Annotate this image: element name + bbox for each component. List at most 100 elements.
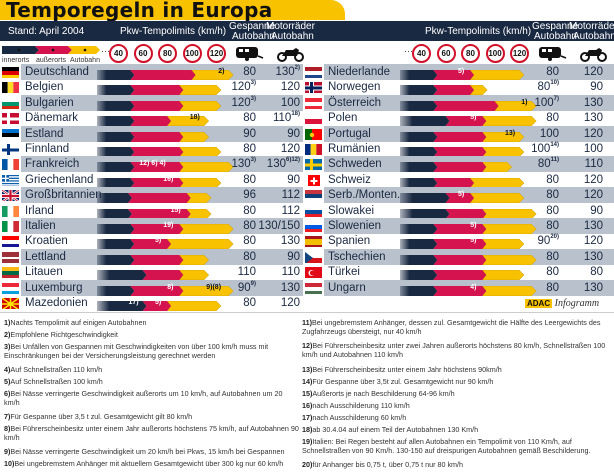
- footnote: 13) Bei Führerscheinbesitz unter einem J…: [302, 365, 610, 374]
- bar-segment-innerorts: [400, 270, 438, 281]
- bar-segment-ausserorts: [130, 285, 184, 296]
- bar-segment-ausserorts: [433, 239, 487, 250]
- country-name: Frankreich: [25, 158, 80, 171]
- bar-container: [400, 252, 539, 266]
- bar-segment-ausserorts: [130, 70, 196, 80]
- speed-bar: [400, 131, 525, 142]
- flag-gb-icon: [2, 189, 19, 202]
- gespanne-value: 1007): [534, 95, 559, 109]
- speed-sign-60: 60: [436, 44, 456, 63]
- title-bar: Temporegeln in Europa: [0, 0, 345, 22]
- bar-container: 2): [97, 67, 236, 81]
- footnote-text: Für Gespanne über 3,5t zul. Gesamtgewich…: [312, 377, 494, 386]
- caravan-icon: [236, 47, 264, 61]
- footnote-number: 5): [4, 377, 11, 386]
- bar-segment-ausserorts: [130, 131, 184, 142]
- gespanne-value: 80: [546, 250, 559, 263]
- bar-segment-innerorts: [97, 301, 147, 311]
- footnote-number: 11): [302, 318, 312, 327]
- flag-dk-icon: [2, 113, 19, 125]
- bar-container: 17) 5): [97, 298, 224, 312]
- footnote-number: 15): [302, 389, 313, 398]
- gespanne-value: 80: [546, 173, 559, 186]
- footnote: 2) Empfohlene Richtgeschwindigkeit: [4, 330, 300, 339]
- country-name: Großbritannien: [25, 189, 102, 202]
- speed-bar: [400, 162, 513, 173]
- pkw-header-left: Pkw-Tempolimits (km/h): [120, 26, 227, 37]
- speed-bar: [97, 177, 222, 189]
- speed-bar: [400, 100, 537, 112]
- bar-segment-innerorts: [97, 224, 135, 234]
- flag-no-icon: [305, 82, 322, 94]
- table-row: Slowenien 5) 80 130: [303, 218, 614, 235]
- flag-lv-icon: [2, 251, 19, 263]
- flag: [2, 158, 19, 171]
- footnote: 4) Auf Schnellstraßen 110 km/h: [4, 365, 300, 374]
- flag-be-icon: [2, 82, 19, 94]
- country-name: Bulgarien: [25, 96, 74, 109]
- flag: [305, 205, 322, 217]
- footnote-text: Bei Führerscheinbesitz unter einem Jahr …: [312, 365, 502, 374]
- bar-segment-innerorts: [97, 177, 135, 188]
- legend-autobahn: Autobahn: [70, 57, 100, 64]
- table-row: Griechenland 16) 80 90: [0, 172, 303, 189]
- bar-note-ausserorts: 5): [470, 222, 477, 229]
- flag: [305, 251, 322, 263]
- bar-container: [400, 267, 527, 281]
- gespanne-value: 80: [243, 220, 256, 232]
- bar-segment-ausserorts: [433, 162, 487, 173]
- bar-segment-ausserorts: [127, 193, 191, 204]
- bar-segment-ausserorts: [130, 85, 184, 96]
- footnote: 20) für Anhanger bis 0,75 t, über 0,75 t…: [302, 460, 610, 469]
- country-name: Italien: [25, 220, 56, 232]
- footnote-text: ab 30.4.04 auf einem Teil der Autobahnen…: [312, 425, 479, 434]
- gespanne-header-right-2: Autobahn: [534, 31, 577, 42]
- motorrad-value: 90: [287, 173, 300, 186]
- table-row: Rumänien 10014) 100: [303, 141, 614, 158]
- motorrad-value: 130: [280, 235, 300, 248]
- bar-note-ausserorts: 5): [458, 68, 465, 75]
- bar-container: 5): [400, 221, 539, 235]
- motorrad-header-right-2: Autobahn: [573, 31, 614, 42]
- speed-bar: [400, 285, 537, 296]
- adac-logo: ADAC: [525, 299, 553, 308]
- scale-dots: ···: [101, 46, 110, 56]
- speed-bar: [97, 285, 234, 296]
- table-row: Belgien 1203) 120: [0, 79, 303, 96]
- country-name: Mazedonien: [25, 297, 88, 309]
- table-row: Tschechien 80 130: [303, 248, 614, 266]
- motorrad-header-left-2: Autobahn: [271, 31, 314, 42]
- bar-container: 18): [97, 113, 212, 127]
- bar-note-ausserorts: 5): [155, 237, 162, 245]
- country-name: Kroatien: [25, 235, 68, 248]
- flag-sk-icon: [305, 205, 322, 217]
- table-row: Polen 5) 80 130: [303, 110, 614, 127]
- footnote-text: Auf Schnellstraßen 110 km/h: [10, 365, 103, 374]
- motorrad-value: 80: [590, 266, 603, 279]
- flag: [305, 174, 322, 186]
- bar-segment-innerorts: [400, 224, 438, 234]
- footnote-text: für Anhanger bis 0,75 t, über 0,75 t nur…: [312, 460, 464, 469]
- flag: [2, 97, 19, 109]
- country-name: Norwegen: [328, 81, 381, 94]
- speed-bar: [400, 177, 525, 189]
- flag: [305, 143, 322, 155]
- legend-ausserorts: außerorts: [36, 57, 66, 64]
- country-name: Litauen: [25, 266, 63, 279]
- country-name: Luxemburg: [25, 281, 83, 294]
- footnote-text: Nachts Tempolimit auf einigen Autobahnen: [10, 318, 147, 327]
- footnote: 11) Bei ungebremstem Anhänger, dessen zu…: [302, 318, 610, 336]
- flag-se-icon: [305, 159, 322, 171]
- bar-segment-ausserorts: [130, 116, 171, 127]
- bar-container: 5): [400, 67, 527, 81]
- gespanne-value: 96: [243, 189, 256, 202]
- country-name: Finnland: [25, 143, 70, 155]
- flag: [2, 174, 19, 186]
- flag: [305, 266, 322, 279]
- bar-container: 4): [400, 283, 539, 296]
- gespanne-value: 80: [546, 220, 559, 232]
- country-name: Deutschland: [25, 66, 89, 78]
- motorrad-value: 11018): [272, 111, 300, 125]
- speed-bar: [400, 85, 488, 96]
- motorrad-value: 130: [583, 112, 603, 125]
